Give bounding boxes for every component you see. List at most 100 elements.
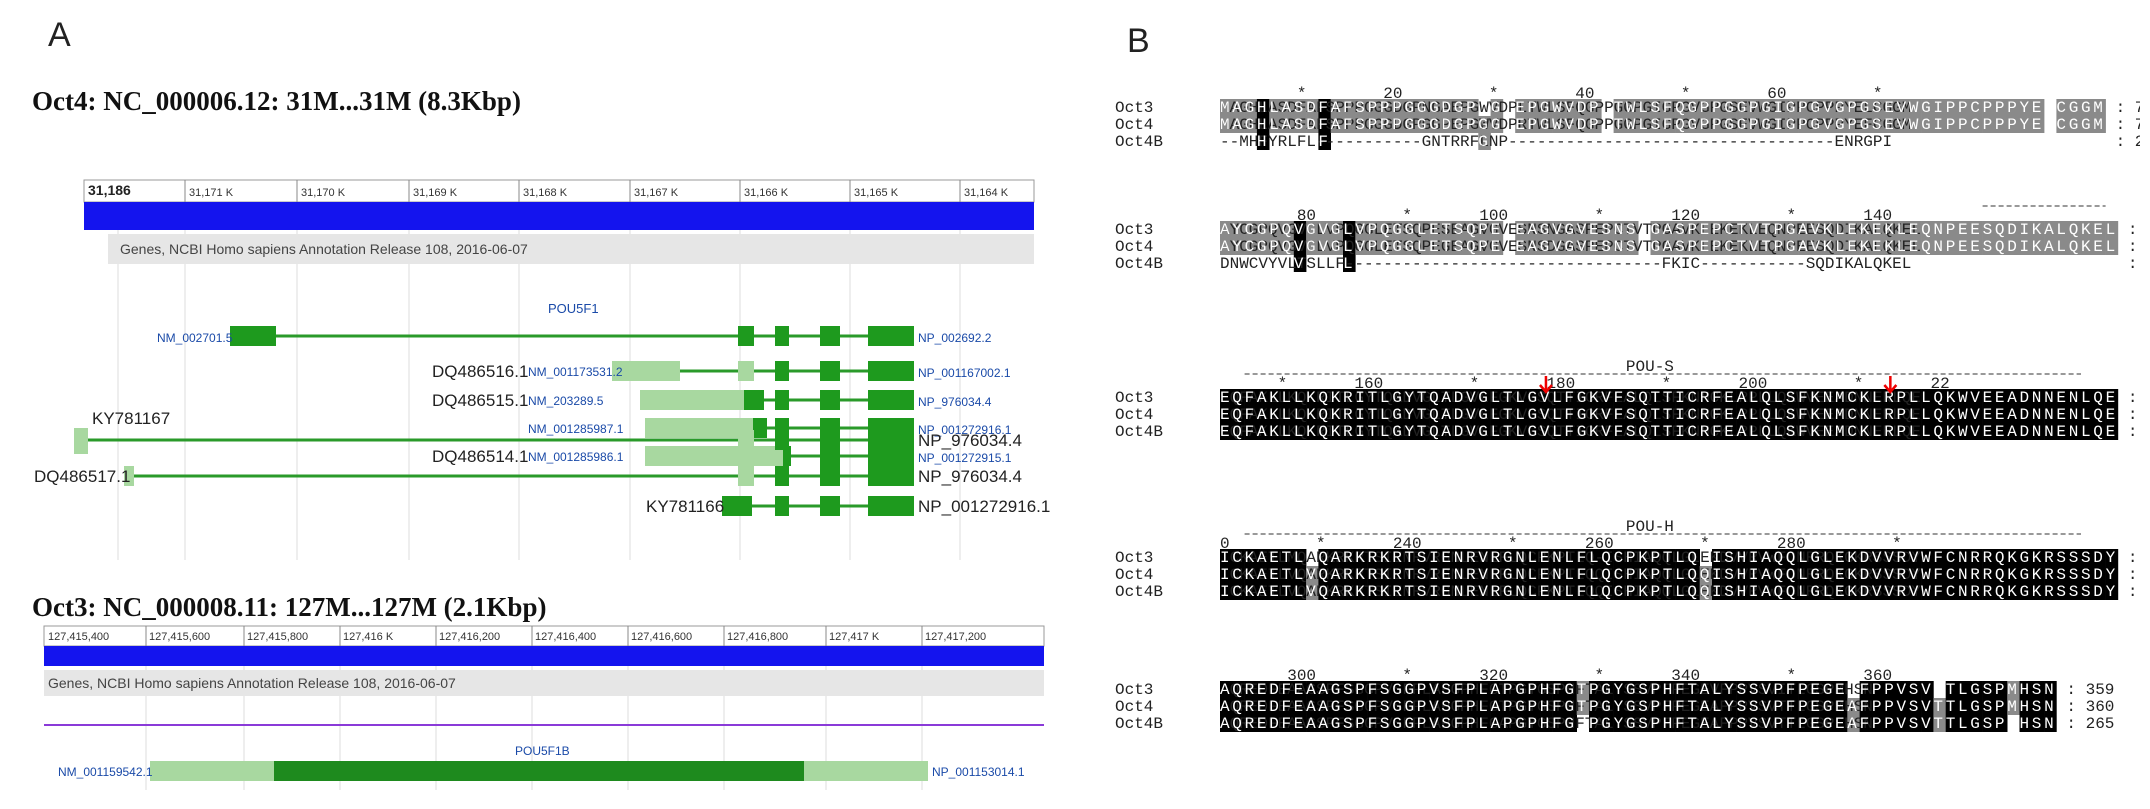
residue-letter: G (1823, 681, 1833, 699)
sequence-row: AQREDFEAAGSPFSGGPVSFPLAPGPHFGTPGYGSPHFTA… (1220, 681, 1873, 699)
residue-letter: E (1810, 715, 1820, 733)
transcript-track[interactable]: DQ486515.1 NM_203289.5 NP_976034.4 (432, 390, 992, 410)
residue-shade (1613, 715, 1627, 732)
residue-shade (1748, 238, 1762, 255)
residue-shade (2044, 681, 2057, 698)
residue-shade (1982, 238, 1996, 255)
transcript-right-label[interactable]: NP_976034.4 (918, 431, 1022, 450)
residue-letter: S (1355, 99, 1365, 117)
residue-shade (1256, 389, 1270, 406)
residue-letter: S (2069, 549, 2079, 567)
residue-shade (1884, 583, 1897, 600)
residue-shade (1773, 583, 1787, 600)
transcript-track[interactable]: NM_001159542.1 NP_001153014.1 (58, 761, 1025, 781)
alignment-ruler: 80 * 100 * 120 * 140 (1220, 207, 1892, 225)
transcript-right-label[interactable]: NP_002692.2 (918, 331, 992, 345)
residue-letter: G (1810, 583, 1820, 601)
oct3-gene-name[interactable]: POU5F1B (515, 744, 570, 758)
transcript-right-label[interactable]: NP_001272915.1 (918, 451, 1012, 465)
residue-shade (2019, 681, 2033, 698)
residue-shade (1466, 221, 1479, 238)
residue-letter: E (1970, 238, 1980, 256)
residue-letter: Q (1282, 221, 1292, 239)
residue-letter: K (1946, 389, 1956, 407)
transcript-right-label[interactable]: NP_976034.4 (918, 395, 992, 409)
residue-shade (1256, 423, 1270, 440)
transcript-track[interactable]: DQ486517.1 NP_976034.4 (34, 466, 1022, 486)
transcript-left-label[interactable]: NM_001173531.2 (528, 365, 623, 379)
residue-letter: K (1269, 406, 1279, 424)
residue-shade (1994, 423, 2008, 440)
transcript-right-label[interactable]: NP_001272916.1 (918, 497, 1050, 516)
residue-shade (2007, 698, 2020, 715)
residue-letter: V (1466, 423, 1476, 441)
residue-shade (1921, 566, 1934, 583)
residue-shade (2031, 238, 2045, 255)
residue-shade (1835, 583, 1848, 600)
residue-shade (1576, 566, 1590, 583)
oct4-gene-name[interactable]: POU5F1 (548, 301, 599, 316)
residue-shade (1429, 423, 1442, 440)
residue-letter: V (1601, 423, 1611, 441)
residue-shade (1490, 583, 1504, 600)
residue-shade (1232, 116, 1245, 133)
residue-letter: S (1441, 698, 1451, 716)
residue-letter: F (1282, 715, 1292, 733)
residue-shade (1256, 715, 1270, 732)
residue-letter: T (1761, 238, 1771, 256)
residue-shade (1835, 99, 1848, 116)
transcript-left-label[interactable]: NM_001285986.1 (528, 450, 624, 464)
residue-shade (1416, 681, 1430, 698)
sequence-row: EQFAKLLKQKRITLGYTQADVGLTLGVLFGKVFSQTTICR… (1220, 389, 1921, 407)
residue-letter: K (1860, 221, 1870, 239)
residue-letter: I (1675, 423, 1685, 441)
residue-letter: G (1515, 681, 1525, 699)
oct4-sequence-bar[interactable] (84, 202, 1034, 230)
residue-letter: R (1343, 423, 1353, 441)
residue-shade (1761, 99, 1774, 116)
residue-letter: G (2081, 99, 2091, 117)
residue-letter: A (1737, 423, 1747, 441)
residue-letter: G (1651, 221, 1661, 239)
oct3-view-title: Oct3: NC_000008.11: 127M...127M (2.1Kbp) (32, 592, 547, 622)
residue-shade (1908, 566, 1922, 583)
transcript-track[interactable]: DQ486514.1 NM_001285986.1 NP_001272915.1 (432, 446, 1012, 466)
transcript-left-label[interactable]: NM_001159542.1 (58, 765, 153, 779)
residue-shade (1416, 566, 1430, 583)
residue-letter: E (1983, 406, 1993, 424)
residue-shade (1441, 681, 1454, 698)
residue-letter: L (1515, 423, 1525, 441)
transcript-track[interactable]: KY781166 NP_001272916.1 (646, 496, 1050, 516)
transcript-track[interactable]: DQ486516.1 NM_001173531.2 NP_001167002.1 (432, 361, 1011, 381)
residue-letter: Y (1405, 406, 1415, 424)
residue-shade (1712, 583, 1725, 600)
residue-letter: K (1245, 583, 1255, 601)
residue-letter: L (1823, 583, 1833, 601)
residue-letter: F (1663, 116, 1673, 134)
transcript-left-label[interactable]: NM_001285987.1 (528, 422, 624, 436)
residue-letter: L (1343, 221, 1353, 239)
residue-letter: G (2020, 549, 2030, 567)
transcript-track[interactable]: NM_002701.5 NP_002692.2 (157, 326, 992, 346)
oct4-ruler-start: 31,186 (88, 182, 131, 198)
transcript-right-label[interactable]: NP_001272916.1 (918, 423, 1012, 437)
transcript-track[interactable]: KY781167 NP_976034.4 (74, 409, 1022, 454)
residue-letter: K (1380, 583, 1390, 601)
residue-shade (1871, 221, 1885, 238)
residue-letter: A (1331, 583, 1341, 601)
residue-shade (1859, 423, 1873, 440)
residue-shade (1601, 389, 1614, 406)
residue-shade (1256, 583, 1270, 600)
residue-shade (1552, 221, 1565, 238)
transcript-right-label[interactable]: NP_001153014.1 (932, 765, 1025, 779)
residue-letter: F (1245, 406, 1255, 424)
transcript-right-label[interactable]: NP_976034.4 (918, 467, 1022, 486)
residue-letter: P (1417, 681, 1427, 699)
residue-letter: T (1417, 423, 1427, 441)
residue-shade (1232, 566, 1245, 583)
residue-shade (1822, 99, 1836, 116)
transcript-left-label[interactable]: NM_203289.5 (528, 394, 604, 408)
oct3-sequence-bar[interactable] (44, 646, 1044, 666)
transcript-left-label[interactable]: NM_002701.5 (157, 331, 233, 345)
transcript-right-label[interactable]: NP_001167002.1 (918, 366, 1011, 380)
